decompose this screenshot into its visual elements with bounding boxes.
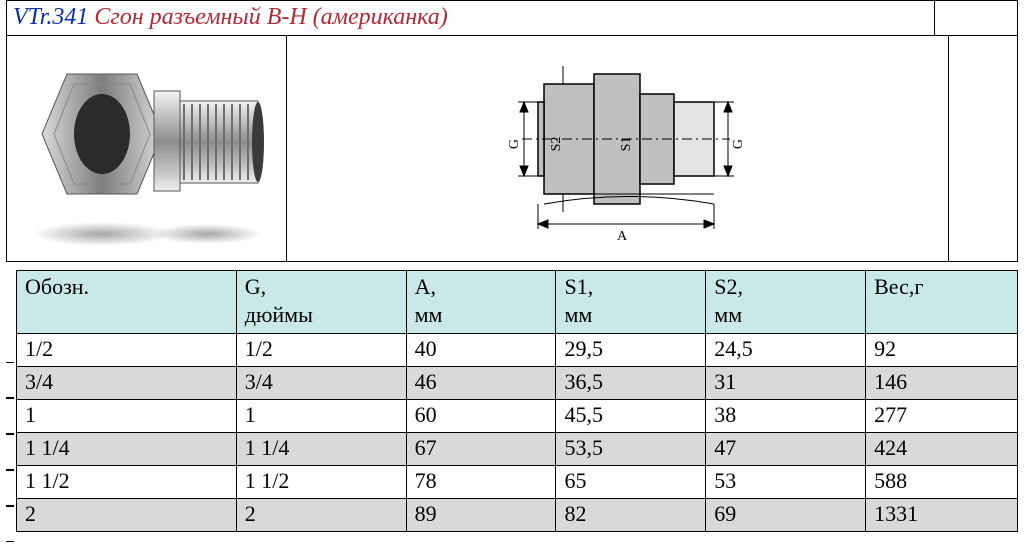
table-cell: 53 bbox=[706, 466, 866, 499]
table-cell: 82 bbox=[556, 499, 706, 532]
product-code: VTr.341 bbox=[13, 4, 88, 30]
table-cell: 89 bbox=[406, 499, 556, 532]
fitting-photo-icon bbox=[22, 49, 272, 249]
image-row: A G G bbox=[6, 36, 1018, 262]
table-row: 3/43/44636,531146 bbox=[17, 367, 1018, 400]
fitting-drawing-icon: A G G bbox=[478, 54, 758, 244]
table-cell: 31 bbox=[706, 367, 866, 400]
table-cell: 38 bbox=[706, 400, 866, 433]
table-cell: 146 bbox=[866, 367, 1018, 400]
table-cell: 78 bbox=[406, 466, 556, 499]
technical-drawing: A G G bbox=[286, 36, 948, 261]
product-title: VTr.341 Сгон разъемный В-Н (американка) bbox=[6, 1, 934, 35]
table-cell: 1 1/4 bbox=[236, 433, 406, 466]
table-cell: 1 1/2 bbox=[17, 466, 237, 499]
table-row: 1 1/41 1/46753,547424 bbox=[17, 433, 1018, 466]
col-header: S2, мм bbox=[706, 271, 866, 334]
table-row: 1 1/21 1/2786553588 bbox=[17, 466, 1018, 499]
title-blank-cell bbox=[934, 1, 1018, 35]
product-name: Сгон разъемный В-Н (американка) bbox=[94, 4, 447, 30]
table-cell: 36,5 bbox=[556, 367, 706, 400]
table-cell: 24,5 bbox=[706, 334, 866, 367]
table-cell: 92 bbox=[866, 334, 1018, 367]
spec-table: Обозн. G, дюймы A, мм S1, мм S2, мм bbox=[16, 270, 1018, 532]
page-root: VTr.341 Сгон разъемный В-Н (американка) bbox=[0, 0, 1024, 553]
title-row: VTr.341 Сгон разъемный В-Н (американка) bbox=[6, 0, 1018, 36]
table-cell: 1 bbox=[17, 400, 237, 433]
table-cell: 2 bbox=[236, 499, 406, 532]
table-cell: 46 bbox=[406, 367, 556, 400]
image-blank-cell bbox=[948, 36, 1018, 261]
table-cell: 424 bbox=[866, 433, 1018, 466]
table-cell: 1 1/2 bbox=[236, 466, 406, 499]
table-row: 116045,538277 bbox=[17, 400, 1018, 433]
product-photo bbox=[6, 36, 286, 261]
side-tick-marks bbox=[6, 362, 14, 542]
spec-header-row: Обозн. G, дюймы A, мм S1, мм S2, мм bbox=[17, 271, 1018, 334]
table-cell: 2 bbox=[17, 499, 237, 532]
table-row: 1/21/24029,524,592 bbox=[17, 334, 1018, 367]
col-header: A, мм bbox=[406, 271, 556, 334]
table-cell: 3/4 bbox=[17, 367, 237, 400]
table-cell: 1/2 bbox=[17, 334, 237, 367]
dim-label-G-right: G bbox=[731, 138, 746, 148]
col-header: Обозн. bbox=[17, 271, 237, 334]
dim-label-S2: S2 bbox=[549, 136, 564, 151]
dim-label-S1: S1 bbox=[619, 136, 634, 151]
table-cell: 65 bbox=[556, 466, 706, 499]
table-cell: 60 bbox=[406, 400, 556, 433]
table-cell: 40 bbox=[406, 334, 556, 367]
table-cell: 53,5 bbox=[556, 433, 706, 466]
table-cell: 69 bbox=[706, 499, 866, 532]
table-cell: 277 bbox=[866, 400, 1018, 433]
dim-label-A: A bbox=[616, 229, 627, 244]
table-cell: 45,5 bbox=[556, 400, 706, 433]
table-cell: 1 bbox=[236, 400, 406, 433]
dim-label-G-left: G bbox=[507, 138, 522, 148]
table-cell: 1331 bbox=[866, 499, 1018, 532]
spec-body: 1/21/24029,524,5923/43/44636,53114611604… bbox=[17, 334, 1018, 532]
col-header: S1, мм bbox=[556, 271, 706, 334]
table-cell: 3/4 bbox=[236, 367, 406, 400]
col-header: Вес,г bbox=[866, 271, 1018, 334]
table-cell: 1 1/4 bbox=[17, 433, 237, 466]
table-cell: 588 bbox=[866, 466, 1018, 499]
table-cell: 1/2 bbox=[236, 334, 406, 367]
table-row: 228982691331 bbox=[17, 499, 1018, 532]
table-cell: 47 bbox=[706, 433, 866, 466]
table-cell: 29,5 bbox=[556, 334, 706, 367]
col-header: G, дюймы bbox=[236, 271, 406, 334]
table-cell: 67 bbox=[406, 433, 556, 466]
